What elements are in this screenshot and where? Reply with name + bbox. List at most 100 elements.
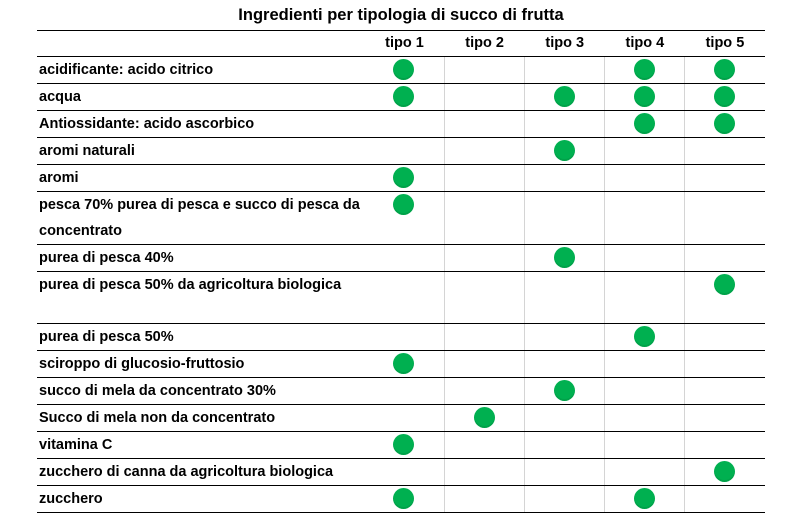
cell-tipo-3 [524,164,606,192]
cell-tipo-2 [444,350,526,378]
cell-tipo-4 [604,377,686,405]
spreadsheet: Ingredienti per tipologia di succo di fr… [37,0,765,513]
green-dot-icon [393,434,415,455]
cell-tipo-2 [444,110,526,138]
ingredient-label: sciroppo di glucosio-fruttosio [37,350,365,378]
cell-tipo-5 [684,271,765,324]
cell-tipo-2 [444,271,526,324]
cell-tipo-3 [524,137,606,165]
green-dot-icon [393,167,415,188]
cell-tipo-3 [524,377,606,405]
ingredient-label: purea di pesca 40% [37,244,365,272]
header-tipo-5: tipo 5 [684,31,765,57]
table-row: zucchero [37,485,765,513]
cell-tipo-5 [684,404,765,432]
green-dot-icon [634,86,656,107]
cell-tipo-3 [524,458,606,486]
table-body: acidificante: acido citrico acqua Antiossi… [37,56,765,513]
green-dot-icon [554,140,576,161]
cell-tipo-3 [524,404,606,432]
table-row: vitamina C [37,431,765,459]
ingredient-label: aromi naturali [37,137,365,165]
green-dot-icon [393,194,415,215]
cell-tipo-2 [444,83,526,111]
cell-tipo-3 [524,271,606,324]
cell-tipo-1 [364,244,446,272]
cell-tipo-3 [524,431,606,459]
green-dot-icon [714,274,736,295]
ingredient-label: aromi [37,164,365,192]
green-dot-icon [634,59,656,80]
ingredients-table: tipo 1 tipo 2 tipo 3 tipo 4 tipo 5 acidi… [37,31,765,513]
green-dot-icon [393,353,415,374]
green-dot-icon [393,488,415,509]
cell-tipo-5 [684,83,765,111]
table-row: aromi [37,164,765,192]
cell-tipo-5 [684,244,765,272]
header-row: tipo 1 tipo 2 tipo 3 tipo 4 tipo 5 [37,31,765,57]
cell-tipo-5 [684,377,765,405]
green-dot-icon [714,59,736,80]
cell-tipo-1 [364,377,446,405]
green-dot-icon [554,247,576,268]
green-dot-icon [634,488,656,509]
table-row: aromi naturali [37,137,765,165]
green-dot-icon [554,380,576,401]
ingredient-label: pesca 70% purea di pesca e succo di pesc… [37,191,365,245]
ingredient-label: succo di mela da concentrato 30% [37,377,365,405]
cell-tipo-3 [524,323,606,351]
green-dot-icon [554,86,576,107]
cell-tipo-3 [524,485,606,513]
cell-tipo-2 [444,56,526,84]
table-row: acqua [37,83,765,111]
cell-tipo-3 [524,191,606,245]
green-dot-icon [634,326,656,347]
table-row: zucchero di canna da agricoltura biologi… [37,458,765,486]
green-dot-icon [634,113,656,134]
cell-tipo-4 [604,350,686,378]
cell-tipo-3 [524,83,606,111]
cell-tipo-5 [684,350,765,378]
cell-tipo-4 [604,164,686,192]
green-dot-icon [714,113,736,134]
cell-tipo-1 [364,137,446,165]
cell-tipo-3 [524,350,606,378]
green-dot-icon [474,407,496,428]
cell-tipo-5 [684,137,765,165]
cell-tipo-5 [684,485,765,513]
cell-tipo-2 [444,164,526,192]
green-dot-icon [393,86,415,107]
cell-tipo-2 [444,137,526,165]
cell-tipo-1 [364,485,446,513]
cell-tipo-5 [684,110,765,138]
cell-tipo-2 [444,485,526,513]
table-row: acidificante: acido citrico [37,56,765,84]
table-row: sciroppo di glucosio-fruttosio [37,350,765,378]
header-tipo-4: tipo 4 [604,31,685,57]
ingredient-label: acidificante: acido citrico [37,56,365,84]
header-tipo-2: tipo 2 [444,31,525,57]
table-row: purea di pesca 50% da agricoltura biolog… [37,271,765,324]
ingredient-label: vitamina C [37,431,365,459]
cell-tipo-5 [684,56,765,84]
cell-tipo-4 [604,137,686,165]
cell-tipo-4 [604,458,686,486]
cell-tipo-1 [364,350,446,378]
ingredient-label: Succo di mela non da concentrato [37,404,365,432]
cell-tipo-5 [684,164,765,192]
cell-tipo-1 [364,83,446,111]
green-dot-icon [714,86,736,107]
ingredient-label: acqua [37,83,365,111]
cell-tipo-5 [684,431,765,459]
cell-tipo-2 [444,431,526,459]
cell-tipo-5 [684,458,765,486]
cell-tipo-4 [604,404,686,432]
cell-tipo-1 [364,323,446,351]
cell-tipo-1 [364,431,446,459]
cell-tipo-4 [604,56,686,84]
table-row: purea di pesca 50% [37,323,765,351]
table-title: Ingredienti per tipologia di succo di fr… [37,0,765,31]
cell-tipo-1 [364,164,446,192]
cell-tipo-5 [684,191,765,245]
cell-tipo-4 [604,244,686,272]
